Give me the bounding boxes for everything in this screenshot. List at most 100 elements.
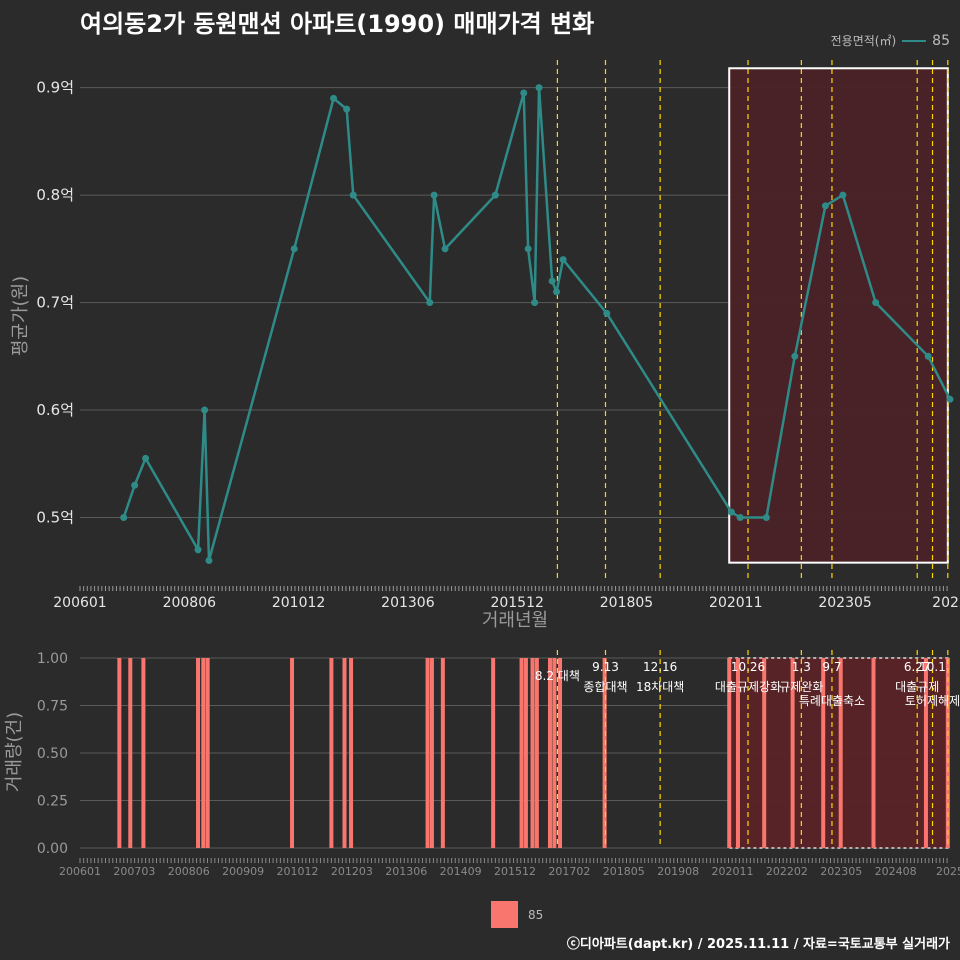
price-point xyxy=(520,89,528,97)
volume-xtick-label: 201012 xyxy=(277,865,319,878)
volume-bar xyxy=(201,658,206,848)
policy-annotation-date: 6.27 xyxy=(904,660,931,674)
volume-bar xyxy=(290,658,295,848)
price-xtick-label: 202011 xyxy=(709,595,762,611)
price-point xyxy=(491,191,499,199)
policy-annotation-date: 12.16 xyxy=(643,660,677,674)
volume-bar xyxy=(117,658,122,848)
policy-annotation-date: 10.26 xyxy=(731,660,765,674)
price-xtick-label: 201306 xyxy=(381,595,435,611)
volume-bar xyxy=(141,658,146,848)
price-ytick-label: 0.9억 xyxy=(36,79,74,97)
price-xtick-label: 201012 xyxy=(272,595,325,611)
volume-xtick-label: 201908 xyxy=(657,865,699,878)
legend-bottom-label: 85 xyxy=(528,907,544,922)
legend-item-label: 85 xyxy=(932,32,950,49)
volume-bar xyxy=(727,658,732,848)
volume-bar xyxy=(923,658,928,848)
price-xtick-label: 200601 xyxy=(53,595,106,611)
policy-annotation-name: 대출규제 xyxy=(895,680,939,694)
volume-xtick-label: 202011 xyxy=(712,865,754,878)
legend-top: 전용면적(㎡) 85 xyxy=(831,32,950,49)
volume-bar xyxy=(205,658,210,848)
policy-annotation-name: 종합대책 xyxy=(583,679,627,694)
volume-xtick-label: 200909 xyxy=(222,865,264,878)
price-yaxis-title: 평균가(원) xyxy=(10,276,31,356)
price-xtick-label: 2025 xyxy=(932,595,960,611)
price-xaxis-title: 거래년월 xyxy=(482,610,548,631)
price-point xyxy=(426,299,434,307)
price-point xyxy=(430,191,438,199)
volume-bar xyxy=(552,658,557,848)
price-point xyxy=(821,202,829,210)
volume-bar xyxy=(491,658,496,848)
volume-ytick-label: 1.00 xyxy=(37,651,68,667)
volume-ytick-label: 0.50 xyxy=(37,746,68,762)
policy-annotation-date: 1.3 xyxy=(792,660,811,674)
volume-bar xyxy=(128,658,133,848)
volume-bar xyxy=(602,658,607,848)
policy-annotation-name: 토허제해제 xyxy=(905,694,960,708)
volume-xtick-label: 202408 xyxy=(875,865,917,878)
price-point xyxy=(524,245,532,253)
volume-bar xyxy=(790,658,795,848)
volume-ytick-label: 0.00 xyxy=(37,841,68,857)
volume-xtick-label: 200601 xyxy=(59,865,101,878)
policy-annotation-name: 특례대출축소 xyxy=(799,694,865,708)
price-point xyxy=(548,277,556,285)
price-point xyxy=(872,299,880,307)
price-point xyxy=(531,299,539,307)
legend-bar-swatch xyxy=(491,901,518,928)
volume-xtick-label: 201409 xyxy=(440,865,482,878)
volume-ytick-label: 0.25 xyxy=(37,794,68,810)
volume-bar xyxy=(429,658,434,848)
volume-bar xyxy=(534,658,539,848)
price-point xyxy=(924,352,932,360)
volume-bar xyxy=(349,658,354,848)
policy-annotation-name: 규제완화 xyxy=(779,680,823,694)
volume-bar xyxy=(762,658,767,848)
policy-annotation-name: 대출규제강화 xyxy=(715,680,781,694)
volume-xtick-label: 201306 xyxy=(385,865,427,878)
policy-annotation-date: 9.13 xyxy=(592,660,619,674)
volume-bar xyxy=(558,658,563,848)
price-xtick-label: 201512 xyxy=(490,595,543,611)
price-point xyxy=(120,514,128,522)
price-point xyxy=(762,514,770,522)
price-point xyxy=(330,94,338,102)
price-point xyxy=(727,508,735,516)
volume-xtick-label: 202202 xyxy=(766,865,808,878)
price-point xyxy=(553,288,561,296)
price-point xyxy=(201,406,209,414)
volume-xtick-label: 200703 xyxy=(113,865,155,878)
policy-annotation-date: 10.1 xyxy=(919,660,946,674)
price-point xyxy=(205,557,213,565)
volume-xtick-label: 2025 xyxy=(936,865,960,878)
price-point xyxy=(343,105,351,113)
price-ytick-label: 0.6억 xyxy=(36,401,74,419)
legend-bottom: 85 xyxy=(491,901,543,928)
price-point xyxy=(839,191,847,199)
chart-title: 여의동2가 동원맨션 아파트(1990) 매매가격 변화 xyxy=(80,10,595,38)
volume-bar xyxy=(440,658,445,848)
volume-xtick-label: 201805 xyxy=(603,865,645,878)
price-point xyxy=(349,191,357,199)
price-point xyxy=(290,245,298,253)
policy-annotation-date: 9.7 xyxy=(822,660,841,674)
volume-bar xyxy=(519,658,524,848)
price-xtick-label: 202305 xyxy=(818,595,871,611)
price-point xyxy=(441,245,449,253)
legend-line-swatch xyxy=(902,39,927,42)
volume-bar xyxy=(821,658,826,848)
policy-annotation-name: 18차대책 xyxy=(636,679,684,694)
volume-bar xyxy=(547,658,552,848)
price-point xyxy=(791,352,799,360)
credit-text: ⓒ디아파트(dapt.kr) / 2025.11.11 / 자료=국토교통부 실… xyxy=(566,937,950,952)
price-point xyxy=(603,309,611,317)
legend-title: 전용면적(㎡) xyxy=(830,34,897,48)
volume-xtick-label: 200806 xyxy=(168,865,210,878)
price-xtick-label: 201805 xyxy=(600,595,653,611)
volume-bar xyxy=(425,658,430,848)
volume-bar xyxy=(871,658,876,848)
